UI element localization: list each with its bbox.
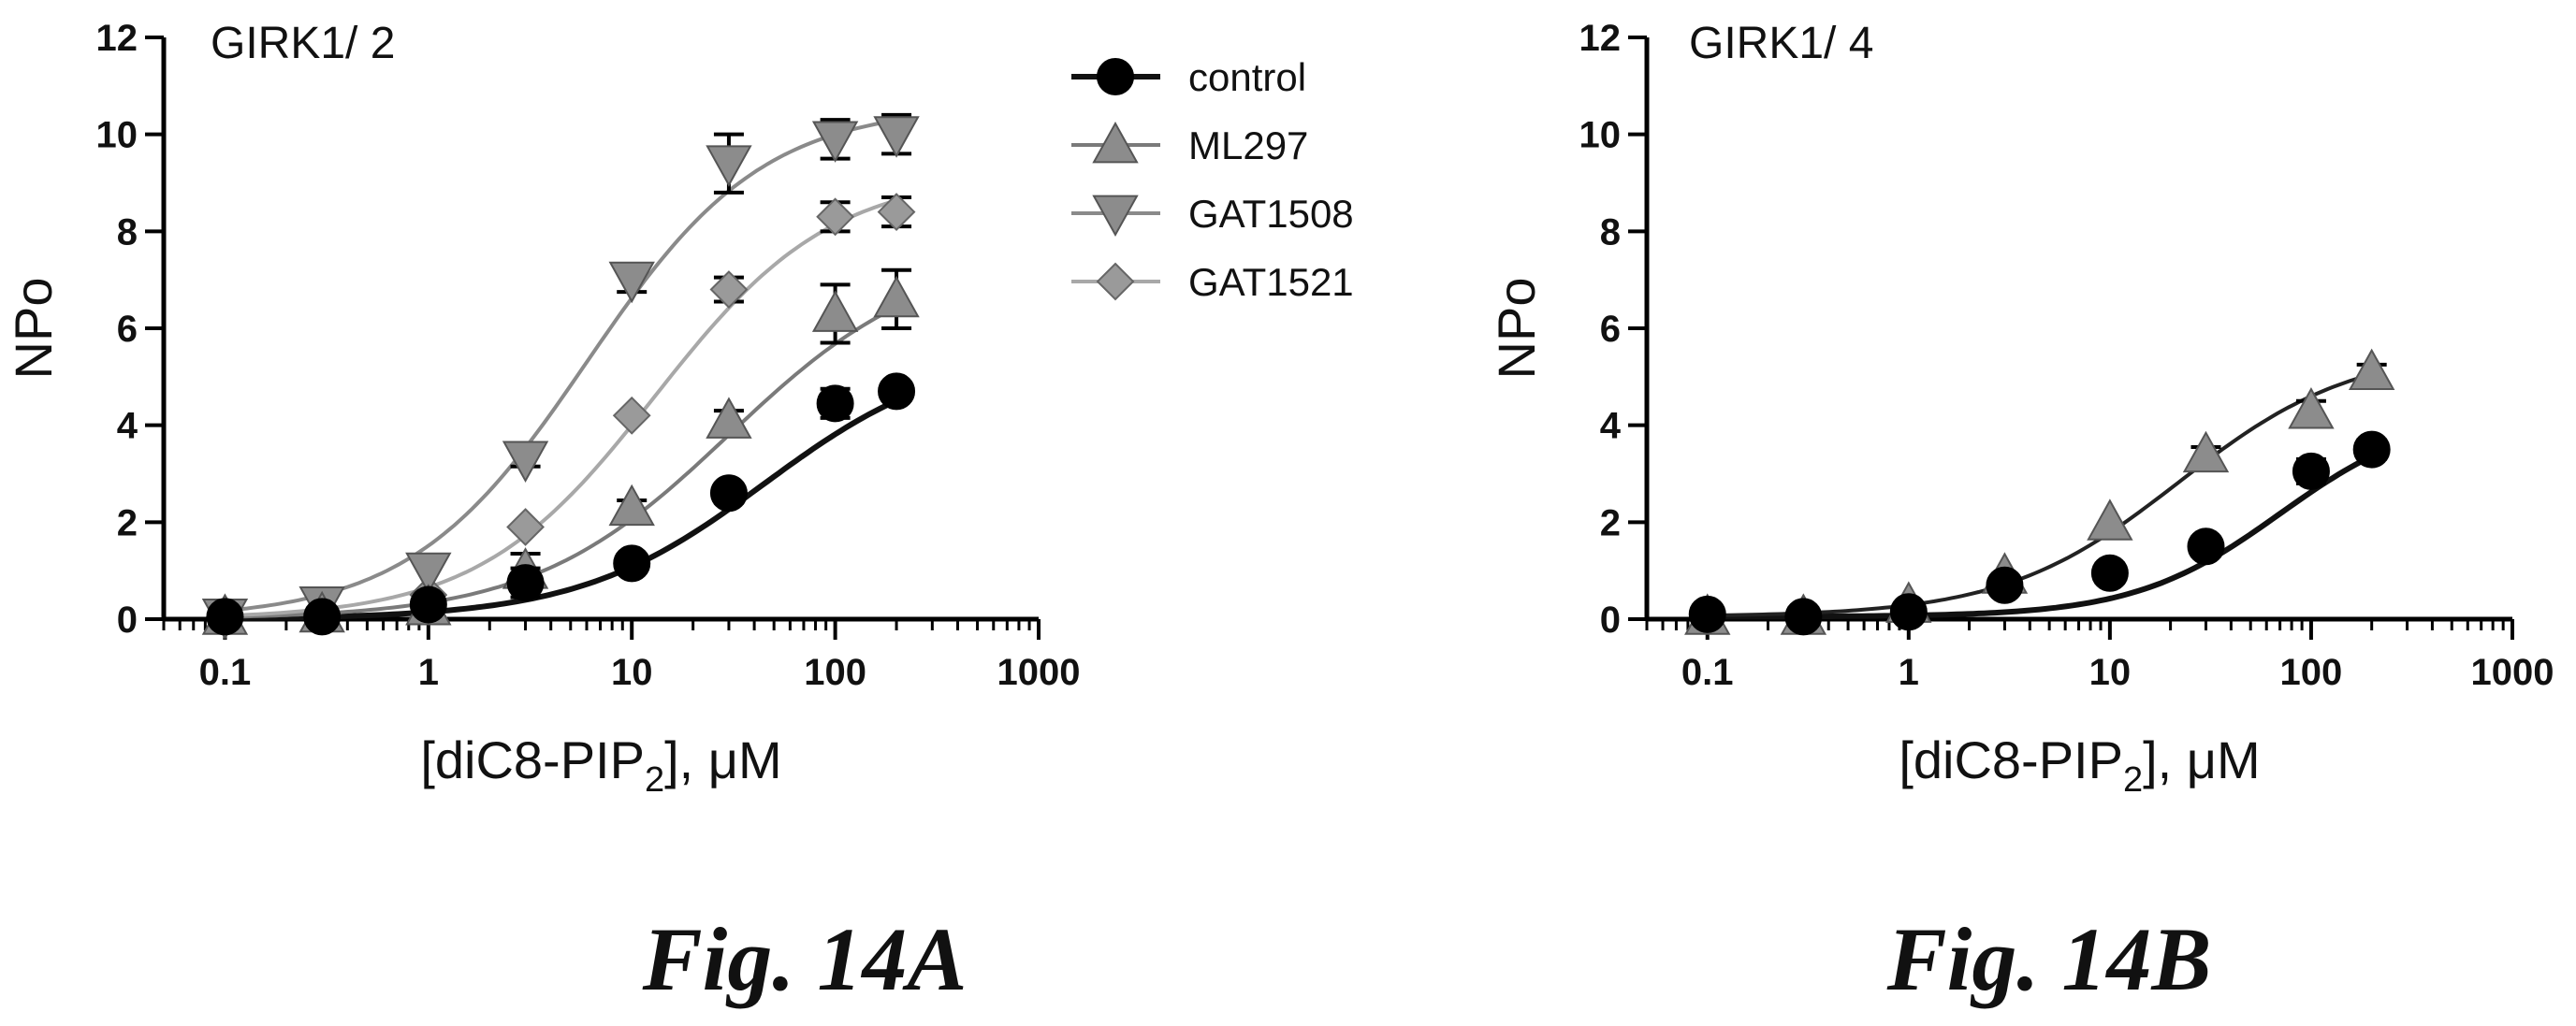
x-axis-label-a: [diC8-PIP2], μM	[420, 730, 781, 800]
x-tick-label: 1	[1899, 652, 1919, 693]
y-tick-label: 2	[117, 502, 138, 543]
legend-marker-gat1521	[1096, 262, 1135, 301]
data-point-control	[1986, 566, 2024, 604]
data-point-gat1521	[816, 197, 855, 237]
x-axis-label-subscript: 2	[2123, 760, 2143, 800]
x-axis-label-suffix: ], μM	[664, 730, 782, 789]
data-point-control	[1889, 593, 1928, 631]
x-tick-label: 0.1	[1681, 652, 1734, 693]
y-tick-label: 4	[1600, 406, 1622, 447]
data-point-control	[1784, 598, 1823, 636]
data-point-ml297	[608, 484, 655, 527]
x-axis-label-suffix: ], μM	[2143, 730, 2261, 789]
y-tick-label: 10	[1579, 115, 1622, 156]
data-point-ml297	[2288, 387, 2335, 429]
legend-marker-control	[1097, 58, 1134, 95]
data-point-control	[613, 544, 651, 583]
data-point-ml297	[811, 290, 859, 332]
data-point-gat1508	[811, 121, 859, 163]
legend-label-control: control	[1188, 55, 1306, 99]
x-tick-label: 1	[418, 652, 439, 693]
data-point-control	[2292, 452, 2330, 490]
x-tick-label: 10	[611, 652, 653, 693]
data-point-gat1508	[502, 441, 549, 484]
panel-title-a: GIRK1/ 2	[211, 19, 395, 68]
x-axis-label-main: [diC8-PIP	[1899, 730, 2123, 789]
y-axis-label-b: NPo	[1487, 278, 1546, 380]
y-tick-label: 4	[117, 406, 138, 447]
data-point-control	[303, 598, 342, 636]
y-tick-label: 10	[96, 115, 138, 156]
fit-curve-gat1508	[225, 118, 897, 613]
data-point-control	[409, 585, 447, 624]
data-point-control	[816, 384, 854, 423]
fit-curve-gat1521	[225, 198, 897, 618]
y-tick-label: 12	[96, 18, 138, 59]
y-tick-label: 12	[1579, 18, 1622, 59]
y-tick-label: 0	[117, 600, 138, 641]
y-tick-label: 2	[1600, 502, 1621, 543]
y-axis-label-a: NPo	[4, 278, 63, 380]
data-point-gat1508	[873, 116, 920, 158]
data-point-control	[2090, 554, 2129, 592]
data-point-gat1521	[877, 193, 916, 232]
y-tick-label: 6	[1600, 309, 1621, 350]
legend-label-gat1521: GAT1521	[1188, 260, 1354, 304]
fit-curve-control	[1707, 454, 2374, 620]
fit-curve-ml297	[1707, 372, 2373, 618]
data-point-ml297	[2182, 430, 2230, 473]
x-tick-label: 1000	[2471, 652, 2554, 693]
data-point-ml297	[2087, 499, 2133, 541]
caption-fig-14b: Fig. 14B	[1886, 909, 2212, 1009]
x-tick-label: 0.1	[199, 652, 252, 693]
data-point-gat1508	[706, 145, 752, 187]
data-point-control	[1688, 595, 1726, 633]
data-point-control	[2352, 430, 2391, 469]
fit-curve-control	[225, 397, 898, 622]
data-point-ml297	[706, 397, 752, 439]
x-axis-label-main: [diC8-PIP	[420, 730, 645, 789]
caption-fig-14a: Fig. 14A	[642, 909, 968, 1009]
panel-a-chart: 0 2 4 6 8 10 12 0.1 1 10 100 1000 GIRK1/ 2 NPo [diC8-P…	[4, 18, 1080, 800]
data-point-ml297	[2348, 348, 2395, 391]
legend-label-gat1508: GAT1508	[1188, 192, 1354, 236]
x-tick-label: 1000	[997, 652, 1081, 693]
x-axis-label-b: [diC8-PIP2], μM	[1899, 730, 2260, 800]
data-point-control	[206, 598, 244, 636]
x-tick-label: 10	[2089, 652, 2132, 693]
data-point-gat1508	[405, 552, 452, 595]
y-tick-label: 8	[117, 211, 138, 253]
y-tick-label: 8	[1600, 211, 1621, 253]
y-tick-label: 0	[1600, 600, 1621, 641]
data-point-gat1521	[506, 508, 545, 546]
data-point-control	[709, 474, 748, 513]
data-point-ml297	[873, 275, 920, 318]
panel-b-chart: 0 2 4 6 8 10 12 0.1 1 10 100 1000 GIRK1/ 4 NPo [diC8-P…	[1487, 18, 2554, 800]
legend-marker-ml297	[1092, 121, 1139, 164]
x-tick-label: 100	[2280, 652, 2343, 693]
panel-title-b: GIRK1/ 4	[1689, 19, 1873, 68]
data-point-control	[506, 564, 545, 602]
data-point-control	[878, 372, 916, 411]
y-tick-label: 6	[117, 309, 138, 350]
legend-label-ml297: ML297	[1188, 123, 1308, 167]
data-point-gat1521	[612, 396, 651, 435]
legend: control ML297 GAT1508 GAT1521	[1071, 55, 1354, 304]
x-axis-label-subscript: 2	[645, 760, 664, 800]
data-point-gat1508	[608, 261, 655, 304]
data-point-gat1521	[709, 270, 749, 309]
x-tick-label: 100	[804, 652, 866, 693]
data-point-control	[2187, 527, 2225, 566]
legend-marker-gat1508	[1092, 195, 1139, 238]
